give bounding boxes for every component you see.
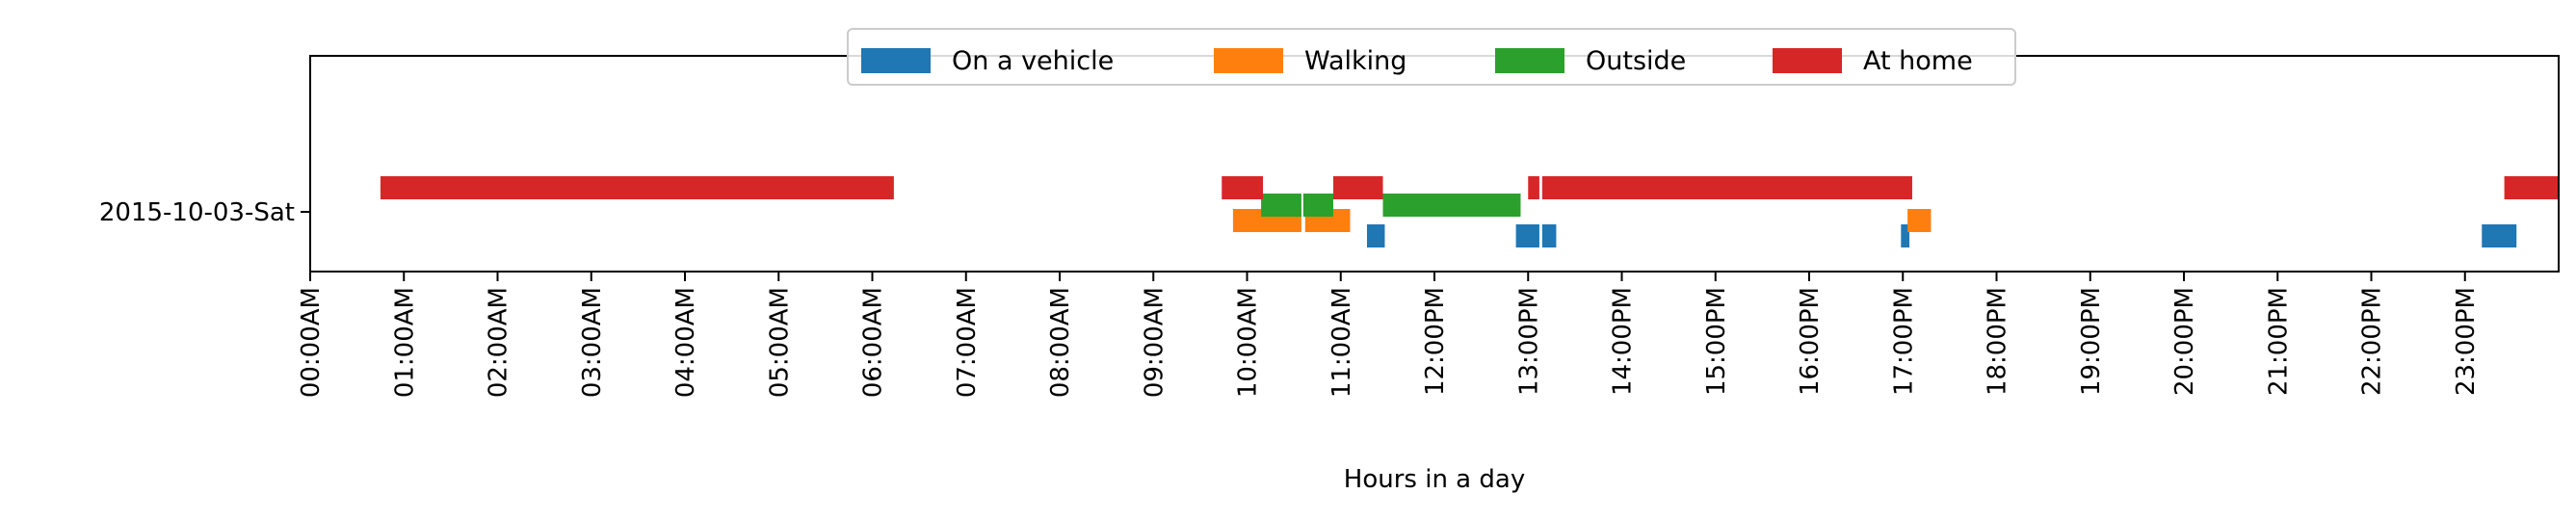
bars-layer [380, 176, 2559, 247]
bar-on-a-vehicle-3 [1901, 224, 1910, 247]
legend-swatch-walking [1214, 48, 1283, 73]
legend-label-at-home: At home [1863, 46, 1973, 76]
bar-outside-0 [1261, 194, 1301, 217]
bar-on-a-vehicle-2 [1541, 224, 1557, 247]
bar-at-home-4 [1541, 176, 1912, 199]
x-tick-label-5: 05:00AM [765, 287, 794, 398]
bar-on-a-vehicle-1 [1515, 224, 1539, 247]
x-tick-label-15: 15:00PM [1702, 287, 1731, 396]
y-axis-ticks: 2015-10-03-Sat [99, 198, 310, 227]
bar-at-home-2 [1332, 176, 1383, 199]
bar-on-a-vehicle-0 [1366, 224, 1385, 247]
x-tick-label-22: 22:00PM [2358, 287, 2387, 396]
x-tick-label-19: 19:00PM [2077, 287, 2106, 396]
legend-label-outside: Outside [1586, 46, 1686, 76]
bar-at-home-0 [380, 176, 894, 199]
x-tick-label-4: 04:00AM [671, 287, 700, 398]
bar-outside-1 [1302, 194, 1333, 217]
plot-frame [309, 55, 2560, 273]
x-tick-label-14: 14:00PM [1609, 287, 1638, 396]
x-tick-label-0: 00:00AM [297, 287, 326, 398]
bar-at-home-5 [2504, 176, 2559, 199]
bar-at-home-1 [1222, 176, 1264, 199]
legend: On a vehicle Walking Outside At home [847, 28, 2016, 86]
x-tick-label-1: 01:00AM [390, 287, 419, 398]
x-tick-label-16: 16:00PM [1796, 287, 1825, 396]
x-tick-label-8: 08:00AM [1046, 287, 1075, 398]
x-tick-label-21: 21:00PM [2264, 287, 2293, 396]
x-tick-label-11: 11:00AM [1327, 287, 1356, 398]
legend-box [847, 28, 2016, 86]
x-tick-label-3: 03:00AM [578, 287, 607, 398]
legend-label-on-a-vehicle: On a vehicle [952, 46, 1114, 76]
x-tick-label-18: 18:00PM [1984, 287, 2012, 396]
x-tick-label-23: 23:00PM [2452, 287, 2481, 396]
x-tick-label-10: 10:00AM [1234, 287, 1263, 398]
x-tick-label-17: 17:00PM [1889, 287, 1918, 396]
y-tick-label-0: 2015-10-03-Sat [99, 198, 295, 227]
x-axis-ticks: 00:00AM 01:00AM 02:00AM 03:00AM 04:00AM 05:00… [297, 272, 2481, 398]
x-tick-label-6: 06:00AM [859, 287, 888, 398]
x-tick-label-20: 20:00PM [2170, 287, 2199, 396]
x-tick-label-13: 13:00PM [1514, 287, 1543, 396]
x-tick-label-9: 09:00AM [1140, 287, 1169, 398]
bar-outside-2 [1382, 194, 1521, 217]
bar-walking-2 [1907, 209, 1932, 232]
bar-on-a-vehicle-4 [2482, 224, 2517, 247]
legend-label-walking: Walking [1304, 46, 1406, 76]
legend-swatch-on-a-vehicle [861, 48, 931, 73]
x-tick-label-12: 12:00PM [1421, 287, 1450, 396]
x-tick-label-2: 02:00AM [485, 287, 513, 398]
x-axis-label: Hours in a day [1344, 465, 1525, 494]
legend-swatch-outside [1495, 48, 1564, 73]
x-tick-label-7: 07:00AM [953, 287, 982, 398]
legend-swatch-at-home [1773, 48, 1842, 73]
bar-at-home-3 [1528, 176, 1539, 199]
